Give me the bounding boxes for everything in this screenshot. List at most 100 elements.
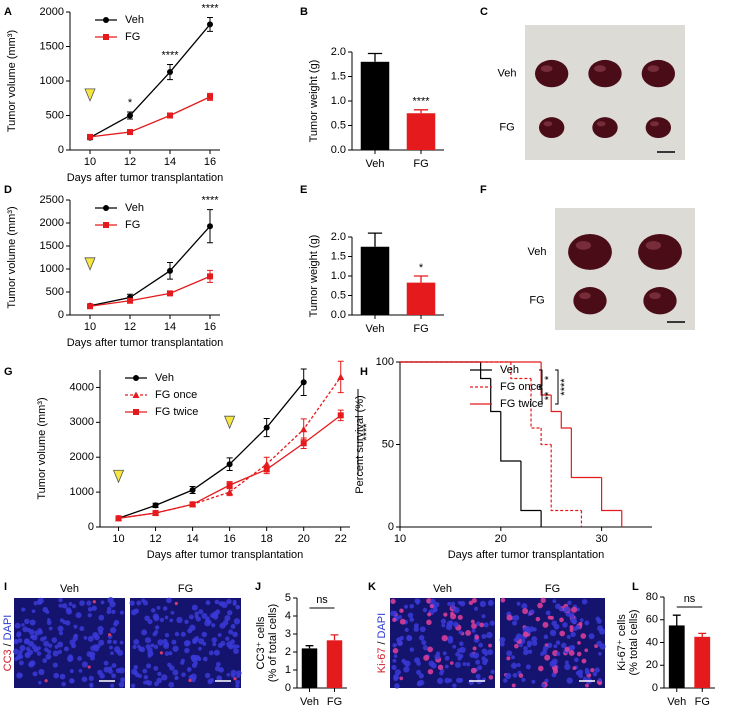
nucleus: [233, 648, 239, 655]
nucleus: [71, 604, 77, 609]
nucleus: [107, 633, 112, 637]
nucleus: [79, 600, 85, 606]
nucleus: [141, 598, 146, 603]
nucleus: [52, 662, 58, 668]
nucleus: [57, 649, 63, 655]
nucleus: [164, 632, 170, 638]
nucleus: [192, 639, 197, 645]
nucleus: [597, 625, 603, 632]
nucleus: [531, 679, 536, 684]
nucleus: [559, 630, 566, 637]
nucleus: [168, 651, 173, 656]
nucleus: [559, 617, 564, 623]
nucleus: [110, 683, 115, 688]
panel-label: B: [300, 6, 308, 18]
nucleus: [53, 672, 59, 679]
legend-label: FG twice: [500, 398, 543, 410]
nucleus: [590, 668, 595, 673]
nucleus: [218, 600, 224, 607]
nucleus: [466, 662, 471, 667]
nucleus: [32, 671, 38, 677]
nucleus: [13, 648, 20, 655]
bar: [326, 640, 343, 688]
nucleus: [569, 625, 574, 630]
nucleus: [458, 630, 463, 635]
nucleus: [523, 646, 528, 651]
nucleus: [414, 657, 421, 664]
nucleus: [159, 617, 165, 623]
nucleus: [471, 597, 477, 604]
survival-step: [550, 444, 582, 512]
nucleus: [522, 608, 529, 615]
tumor-highlight: [645, 240, 662, 250]
nucleus: [542, 621, 549, 628]
bar: [301, 648, 318, 688]
nucleus: [92, 632, 99, 639]
marker: [167, 112, 173, 119]
row-label: Veh: [498, 68, 517, 80]
nucleus: [113, 619, 120, 626]
nucleus: [488, 643, 493, 648]
marker: [207, 93, 213, 100]
nucleus: [141, 629, 148, 636]
nucleus: [132, 644, 137, 650]
marker: [207, 273, 213, 280]
nucleus: [139, 646, 146, 653]
nucleus: [87, 606, 93, 612]
nucleus: [488, 675, 494, 680]
nucleus: [150, 608, 156, 613]
nucleus: [409, 647, 415, 652]
y-axis-label: (% total cells): [628, 609, 640, 675]
nucleus: [63, 646, 69, 652]
nucleus: [232, 601, 237, 606]
nucleus: [174, 631, 180, 637]
nucleus: [390, 610, 396, 617]
nucleus: [518, 642, 523, 648]
tumor-highlight: [596, 121, 606, 127]
marker: [152, 510, 159, 517]
marker: [167, 267, 173, 274]
nucleus: [490, 669, 495, 675]
nucleus: [180, 658, 185, 663]
nucleus: [541, 683, 546, 688]
significance-bracket: [555, 369, 559, 405]
legend-marker: [103, 34, 109, 40]
nucleus: [186, 667, 192, 672]
nucleus: [92, 600, 96, 604]
marker: [127, 112, 133, 119]
nucleus: [531, 636, 538, 643]
survival-step: [550, 395, 562, 413]
nucleus: [475, 621, 481, 626]
x-tick-label: Veh: [667, 696, 686, 708]
x-tick-label: 16: [204, 156, 216, 168]
y-axis-label: CC3⁺ cells: [255, 616, 267, 669]
nucleus: [198, 609, 204, 615]
survival-step: [490, 378, 501, 413]
nucleus: [522, 631, 529, 638]
nucleus: [236, 670, 242, 676]
photo: [555, 208, 695, 330]
nucleus: [48, 643, 53, 648]
error-bar: [698, 632, 707, 637]
nucleus: [42, 658, 48, 664]
legend-label: FG: [125, 219, 140, 231]
x-tick-label: FG: [695, 696, 710, 708]
y-tick-label: 1000: [40, 75, 64, 87]
nucleus: [213, 649, 220, 656]
nucleus: [235, 679, 241, 685]
nucleus: [195, 616, 201, 622]
treatment-marker: [224, 415, 236, 430]
nucleus: [130, 683, 136, 689]
marker: [300, 379, 307, 386]
nucleus: [564, 660, 569, 665]
nucleus: [444, 655, 450, 661]
nucleus: [449, 620, 454, 625]
nucleus: [107, 639, 112, 644]
nucleus: [88, 675, 94, 681]
panel-label: K: [368, 581, 376, 593]
x-tick-label: 12: [149, 533, 161, 545]
nucleus: [514, 643, 519, 649]
series-line: [89, 275, 211, 307]
nucleus: [211, 637, 218, 643]
nucleus: [581, 598, 588, 605]
